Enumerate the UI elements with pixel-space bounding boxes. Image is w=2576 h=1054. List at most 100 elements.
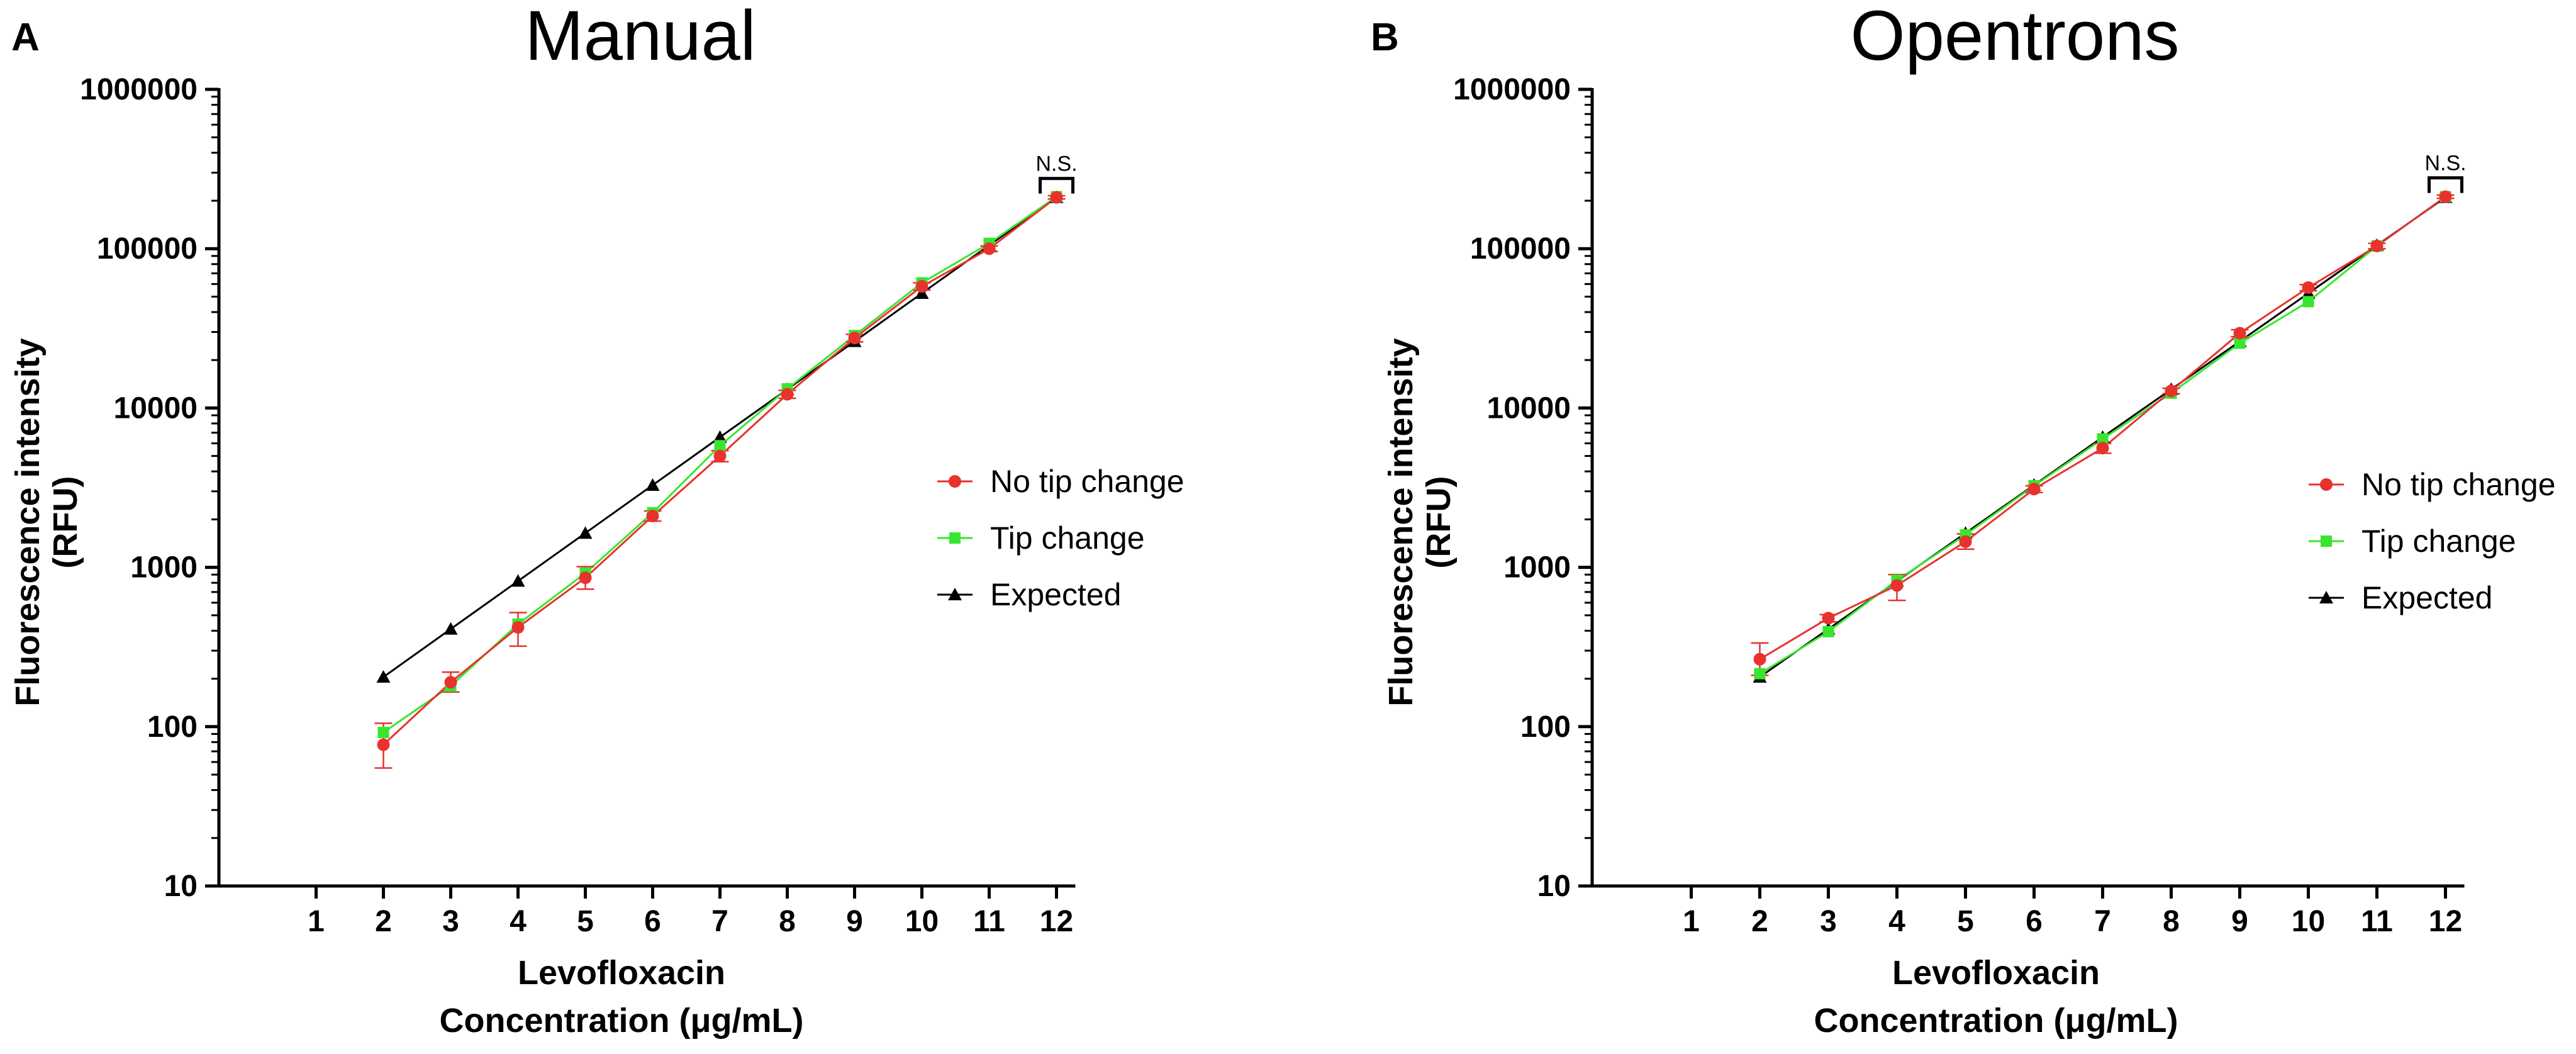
legend-label: Expected: [990, 577, 1121, 612]
data-point: [1822, 625, 1834, 637]
chart-panel-manual: A Manual Fluorescence intensity (RFU) Le…: [9, 0, 1185, 1040]
data-point: [2370, 239, 2384, 252]
data-point: [1753, 653, 1766, 666]
data-point: [377, 726, 389, 738]
legend-marker-triangle: [2319, 591, 2333, 603]
data-point: [578, 526, 593, 539]
chart-opentrons: B Opentrons Fluorescence intensity (RFU)…: [1371, 0, 2556, 1040]
x-tick-label: 11: [973, 905, 1005, 938]
data-point: [915, 280, 928, 293]
data-point: [2439, 190, 2452, 203]
panel-label: A: [11, 16, 40, 59]
x-tick-label: 3: [442, 905, 459, 938]
y-axis-label-line1: Fluorescence intensity: [9, 338, 47, 706]
significance-label: N.S.: [2424, 152, 2466, 176]
x-axis-label-line1: Levofloxacin: [518, 954, 725, 992]
x-tick-label: 8: [779, 905, 796, 938]
data-point: [579, 571, 592, 585]
significance-bracket: [2428, 176, 2463, 193]
significance-bracket: [1039, 177, 1074, 194]
y-tick-label: 1000000: [80, 73, 198, 106]
legend-marker-square: [949, 532, 961, 544]
data-point: [2234, 337, 2246, 349]
y-tick-label: 10000: [1487, 391, 1571, 425]
legend-marker-triangle: [948, 588, 962, 600]
chart-title: Manual: [525, 0, 756, 75]
data-point: [646, 510, 659, 523]
legend-marker-square: [2321, 535, 2332, 547]
data-point: [443, 622, 458, 635]
y-tick-label: 1000: [130, 551, 198, 585]
data-point: [2302, 281, 2315, 294]
x-tick-label: 10: [2292, 905, 2325, 938]
data-point: [983, 242, 996, 255]
y-tick-label: 100000: [97, 232, 198, 266]
y-tick-label: 100: [147, 710, 198, 744]
legend-label: No tip change: [990, 464, 1185, 499]
x-tick-label: 2: [1751, 905, 1768, 938]
x-tick-label: 11: [2361, 905, 2393, 938]
x-tick-label: 5: [577, 905, 594, 938]
data-point: [1050, 191, 1063, 204]
x-tick-label: 12: [1040, 905, 1073, 938]
x-axis-label-line2: Concentration (μg/mL): [1814, 1002, 2178, 1040]
data-point: [1959, 535, 1972, 548]
series-line-no-tip-change: [1759, 196, 2446, 660]
y-tick-label: 10000: [114, 391, 198, 425]
data-point: [376, 670, 391, 683]
y-axis-label-line2: (RFU): [47, 476, 84, 569]
x-tick-label: 10: [905, 905, 939, 938]
x-tick-label: 8: [2163, 905, 2180, 938]
data-point: [1890, 579, 1904, 592]
x-tick-label: 9: [2231, 905, 2248, 938]
legend-label: Tip change: [2361, 524, 2516, 559]
y-axis-label: Fluorescence intensity (RFU): [9, 338, 84, 706]
legend-label: Tip change: [990, 520, 1145, 556]
legend-marker-circle: [2320, 478, 2333, 491]
chart-manual: A Manual Fluorescence intensity (RFU) Le…: [9, 0, 1185, 1040]
y-tick-label: 10: [1537, 870, 1571, 903]
significance-label: N.S.: [1035, 152, 1077, 176]
x-tick-label: 6: [644, 905, 661, 938]
x-tick-label: 1: [1683, 905, 1700, 938]
y-axis-label-line1: Fluorescence intensity: [1382, 338, 1420, 706]
x-tick-label: 3: [1820, 905, 1837, 938]
series-line-tip-change: [382, 196, 1057, 734]
x-tick-label: 4: [510, 905, 527, 938]
legend-marker-circle: [949, 475, 961, 488]
data-point: [2233, 327, 2246, 340]
chart-title: Opentrons: [1851, 0, 2180, 75]
data-point: [2165, 384, 2178, 398]
y-tick-label: 100000: [1470, 232, 1571, 266]
legend: No tip change Tip change Expected: [937, 464, 1185, 612]
y-tick-label: 1000: [1503, 551, 1571, 585]
data-point: [2097, 433, 2109, 445]
x-tick-label: 4: [1888, 905, 1905, 938]
data-point: [713, 430, 727, 443]
data-point: [645, 478, 660, 491]
x-tick-label: 9: [846, 905, 863, 938]
x-tick-label: 6: [2026, 905, 2043, 938]
data-point: [2027, 483, 2041, 496]
data-point: [511, 620, 525, 634]
x-tick-label: 12: [2429, 905, 2462, 938]
data-point: [713, 449, 727, 463]
chart-panel-opentrons: B Opentrons Fluorescence intensity (RFU)…: [1371, 0, 2576, 1054]
data-point: [444, 676, 457, 689]
data-point: [848, 332, 861, 345]
y-tick-label: 100: [1520, 710, 1571, 744]
legend-label: Expected: [2361, 580, 2492, 615]
data-point: [1822, 612, 1835, 625]
y-axis-label: Fluorescence intensity (RFU): [1382, 338, 1458, 706]
y-tick-label: 10: [164, 870, 198, 903]
y-axis-label-line2: (RFU): [1420, 476, 1458, 569]
legend: No tip change Tip change Expected: [2309, 467, 2556, 615]
panel-label: B: [1371, 16, 1399, 59]
data-point: [2302, 296, 2314, 308]
series-line-no-tip-change: [382, 196, 1057, 746]
x-tick-label: 7: [711, 905, 728, 938]
y-tick-label: 1000000: [1453, 73, 1571, 106]
data-point: [377, 738, 390, 751]
data-point: [781, 388, 794, 401]
data-point: [511, 574, 525, 587]
